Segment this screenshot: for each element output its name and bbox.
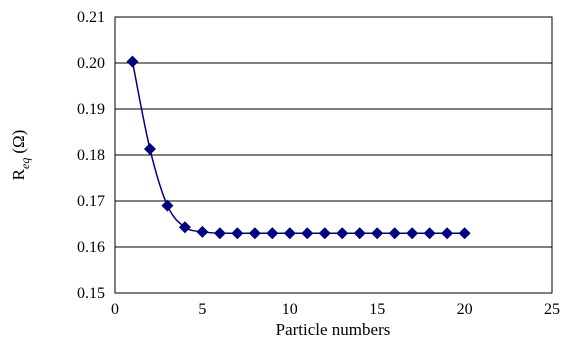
series-markers <box>126 55 471 240</box>
data-point-marker <box>248 227 261 240</box>
data-point-marker <box>458 227 471 240</box>
data-point-marker <box>406 227 419 240</box>
data-point-marker <box>126 55 139 68</box>
x-tick-label: 20 <box>457 301 473 318</box>
x-tick-label: 5 <box>198 301 206 318</box>
x-tick-label: 10 <box>282 301 298 318</box>
y-tick-label: 0.16 <box>77 239 105 256</box>
data-point-marker <box>161 199 174 212</box>
y-tick-label: 0.20 <box>77 55 105 72</box>
data-point-marker <box>423 227 436 240</box>
data-point-marker <box>213 227 226 240</box>
y-axis-label-main: R <box>9 168 28 180</box>
x-axis-label: Particle numbers <box>276 320 391 339</box>
series-line <box>131 61 465 235</box>
y-tick-label: 0.17 <box>77 193 105 210</box>
data-point-marker <box>178 221 191 234</box>
data-point-marker <box>266 227 279 240</box>
data-point-marker <box>143 143 156 156</box>
y-axis-label-unit: (Ω) <box>9 130 28 154</box>
data-point-marker <box>371 227 384 240</box>
y-tick-label: 0.15 <box>77 285 105 302</box>
plot-area-frame <box>114 16 553 294</box>
gridlines <box>115 62 552 248</box>
y-axis-label: Req (Ω) <box>9 130 32 181</box>
x-tick-label: 25 <box>544 301 560 318</box>
y-tick-label: 0.19 <box>77 101 105 118</box>
data-point-marker <box>353 227 366 240</box>
data-point-marker <box>318 227 331 240</box>
data-point-marker <box>301 227 314 240</box>
data-point-marker <box>283 227 296 240</box>
y-tick-label: 0.18 <box>77 147 105 164</box>
x-tick-labels: 0 5 10 15 20 25 <box>111 301 560 318</box>
x-tick-label: 0 <box>111 301 119 318</box>
data-point-marker <box>441 227 454 240</box>
y-tick-label: 0.21 <box>77 9 105 26</box>
data-point-marker <box>336 227 349 240</box>
data-point-marker <box>196 225 209 238</box>
data-point-marker <box>231 227 244 240</box>
data-point-marker <box>388 227 401 240</box>
y-axis-label-subscript: eq <box>18 158 32 169</box>
y-tick-labels: 0.15 0.16 0.17 0.18 0.19 0.20 0.21 <box>77 9 105 302</box>
x-tick-label: 15 <box>369 301 385 318</box>
